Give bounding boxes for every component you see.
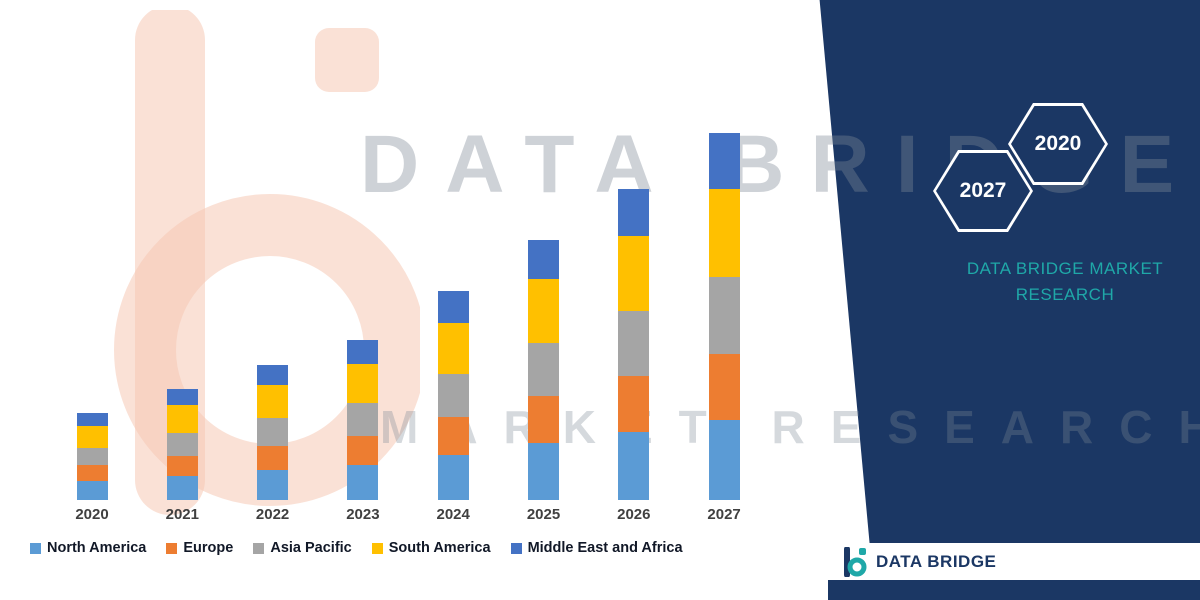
hexagon-2020-label: 2020 [1011,106,1105,182]
x-axis-label: 2022 [255,506,290,523]
bar-segment [708,132,740,189]
bar-segment [257,365,289,386]
legend-label: Asia Pacific [270,540,352,556]
brand-text-line1: DATA BRIDGE MARKET [966,259,1164,278]
bar-segment [76,447,108,466]
bar-segment [257,418,289,447]
brand-text-line2: RESEARCH [1015,284,1115,304]
legend-label: Middle East and Africa [527,540,683,556]
bar-segment [528,239,559,279]
bar-segment [166,455,198,476]
bar-segment [347,465,379,500]
bar-segment [347,403,379,437]
x-axis-label: 2026 [617,506,651,523]
bar-segment [166,388,198,406]
bar-segment [76,480,108,500]
bar-segment [618,375,650,433]
hexagon-2027-label: 2027 [936,153,1030,229]
x-axis-label: 2025 [526,506,561,523]
bar-segment [618,235,650,312]
legend-item: Europe [166,540,233,556]
bar-segment [618,188,650,236]
bar-segment [76,426,108,448]
bar-segment [437,322,469,374]
legend-item: South America [371,540,491,556]
brand-text: DATA BRIDGE MARKET RESEARCH [930,256,1200,307]
bar-segment [257,385,289,419]
chart-legend: North America Europe Asia Pacific South Ame… [30,540,683,556]
x-axis-label: 2021 [165,506,199,523]
bar-segment [528,279,559,343]
x-axis-label: 2027 [707,506,741,523]
bar-segment [347,339,379,365]
legend-swatch [253,542,265,554]
legend-label: South America [388,540,491,556]
x-axis-label: 2020 [75,506,109,523]
bar-segment [76,465,108,481]
bar-segment [708,188,740,278]
bar-segment [166,405,198,433]
bar-segment [257,446,289,471]
bar-segment [437,291,469,323]
bar-segment [528,443,559,500]
footer-logo-block: DATA BRIDGE [828,543,1200,580]
bar-segment [166,475,198,500]
legend-label: Europe [183,540,234,556]
bar-segment [437,417,469,455]
bar-segment [528,342,559,397]
stacked-bar-chart: 2020 2021 2022 2023 2024 2025 2026 2027 North A… [30,132,741,556]
footer-navy-strip [828,580,1200,600]
legend-label: North America [47,540,147,556]
bar-segment [347,436,379,466]
bar-segment [618,432,650,500]
x-axis-label: 2023 [346,506,380,523]
bar-segment [257,470,289,500]
legend-swatch [30,542,41,554]
legend-swatch [371,542,383,554]
bar-segment [528,396,559,444]
legend-item: Asia Pacific [253,540,352,556]
bar-segment [708,419,740,500]
databridge-logo-icon [844,546,867,577]
hexagon-2027: 2027 [933,150,1033,232]
bar-segment [618,311,650,376]
bar-segment [76,413,108,427]
legend-item: Middle East and Africa [510,540,683,556]
bar-segment [708,353,740,420]
footer-logo-text: DATA BRIDGE [876,551,997,571]
legend-swatch [510,542,522,554]
x-axis-label: 2024 [436,506,470,523]
bar-segment [437,454,469,500]
bar-segment [437,373,469,418]
bar-segment [708,277,740,354]
legend-item: North America [30,540,146,556]
legend-swatch [166,542,178,554]
bar-segment [166,433,198,456]
bar-segment [347,364,379,404]
